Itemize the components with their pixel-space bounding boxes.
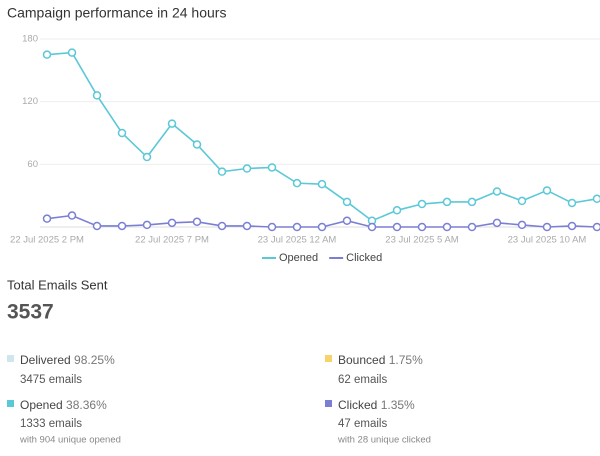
data-point: [192, 217, 202, 227]
data-point: [342, 216, 352, 225]
data-point: [367, 222, 377, 232]
data-point: [542, 186, 552, 195]
y-tick-label: 180: [22, 34, 38, 45]
data-point: [492, 218, 502, 228]
legend-label: Opened: [279, 252, 318, 264]
data-point: [142, 152, 152, 162]
stat-percent: 1.75%: [389, 353, 423, 367]
data-point: [167, 119, 177, 128]
data-point: [417, 222, 427, 232]
data-point: [567, 198, 577, 208]
stat-name: Delivered: [20, 353, 71, 367]
stat-note: with 28 unique clicked: [337, 435, 431, 446]
data-point: [192, 140, 202, 149]
data-point: [42, 50, 52, 59]
data-point: [292, 178, 302, 188]
legend-swatch: [7, 400, 14, 407]
data-point: [417, 199, 427, 209]
stat-note: with 904 unique opened: [19, 435, 121, 446]
stat-percent: 38.36%: [66, 398, 107, 412]
data-point: [217, 167, 227, 176]
y-tick-label: 120: [22, 96, 38, 107]
data-point: [492, 187, 502, 196]
data-point: [242, 164, 252, 173]
data-point: [342, 197, 352, 207]
stat-name: Clicked: [338, 398, 377, 412]
legend-swatch: [325, 355, 332, 362]
data-point: [67, 211, 77, 220]
stat-label: Opened 38.36%: [20, 398, 107, 412]
data-point: [392, 206, 402, 215]
stat-count: 47 emails: [338, 418, 387, 430]
legend-swatch: [325, 400, 332, 407]
data-point: [467, 197, 477, 207]
data-point: [292, 222, 302, 232]
data-point: [542, 222, 552, 232]
data-point: [517, 220, 527, 230]
data-point: [317, 179, 327, 189]
data-point: [167, 218, 177, 228]
x-tick-label: 23 Jul 2025 12 AM: [258, 235, 337, 246]
stat-label: Delivered 98.25%: [20, 353, 115, 367]
data-point: [92, 91, 102, 100]
data-point: [567, 221, 577, 231]
stat-percent: 1.35%: [381, 398, 415, 412]
data-point: [92, 221, 102, 231]
series-line: [46, 51, 598, 222]
data-point: [267, 163, 277, 172]
stat-percent: 98.25%: [74, 353, 115, 367]
data-point: [592, 194, 600, 204]
data-point: [442, 222, 452, 232]
data-point: [117, 128, 127, 138]
stat-label: Bounced 1.75%: [338, 353, 423, 367]
data-point: [142, 220, 152, 230]
y-tick-label: 60: [27, 159, 38, 170]
x-tick-label: 22 Jul 2025 2 PM: [10, 235, 84, 246]
stat-label: Clicked 1.35%: [338, 398, 415, 412]
stat-count: 3475 emails: [20, 374, 82, 386]
data-point: [242, 221, 252, 231]
chart-title: Campaign performance in 24 hours: [7, 5, 226, 21]
data-point: [442, 197, 452, 207]
data-point: [392, 222, 402, 232]
legend-swatch: [7, 355, 14, 362]
data-point: [217, 221, 227, 231]
x-tick-label: 23 Jul 2025 5 AM: [385, 235, 458, 246]
stat-count: 1333 emails: [20, 418, 82, 430]
total-value: 3537: [7, 301, 54, 324]
data-point: [67, 48, 77, 57]
data-point: [317, 222, 327, 232]
total-label: Total Emails Sent: [7, 277, 108, 292]
x-tick-label: 23 Jul 2025 10 AM: [508, 235, 587, 246]
data-point: [42, 214, 52, 223]
data-point: [267, 222, 277, 232]
data-point: [592, 222, 600, 232]
data-point: [517, 196, 527, 206]
data-point: [117, 221, 127, 231]
data-point: [467, 222, 477, 232]
stat-count: 62 emails: [338, 374, 387, 386]
stat-name: Bounced: [338, 353, 385, 367]
legend-label: Clicked: [346, 252, 382, 264]
x-tick-label: 22 Jul 2025 7 PM: [135, 235, 209, 246]
stat-name: Opened: [20, 398, 63, 412]
